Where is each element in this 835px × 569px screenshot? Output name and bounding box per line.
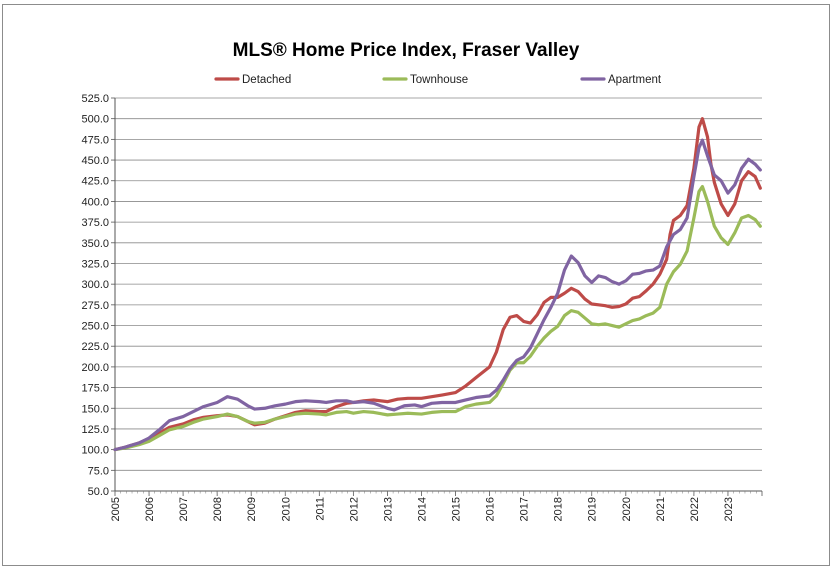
x-tick-label: 2016	[485, 497, 497, 521]
x-axis-tick-labels: 2005 2006 2007 2008 2009 2010 2011 2012 2013 2014…	[110, 497, 735, 521]
x-tick-label: 2019	[587, 497, 599, 521]
x-tick-label: 2021	[655, 497, 667, 521]
y-tick-label: 200.0	[81, 362, 109, 374]
y-tick-label: 50.0	[88, 486, 109, 498]
axes	[114, 98, 763, 496]
x-tick-label: 2010	[280, 497, 292, 521]
x-tick-label: 2014	[416, 497, 428, 521]
y-tick-label: 325.0	[81, 258, 109, 270]
y-tick-label: 400.0	[81, 196, 109, 208]
x-tick-label: 2005	[110, 497, 122, 521]
chart-title: MLS® Home Price Index, Fraser Valley	[233, 40, 580, 61]
x-tick-label: 2023	[723, 497, 735, 521]
x-tick-label: 2009	[246, 497, 258, 521]
x-tick-label: 2015	[451, 497, 463, 521]
x-tick-label: 2011	[314, 497, 326, 521]
y-tick-label: 175.0	[81, 383, 109, 395]
x-tick-label: 2007	[178, 497, 190, 521]
legend-label-townhouse: Townhouse	[410, 74, 468, 86]
series-line-detached	[113, 117, 762, 452]
x-tick-label: 2020	[621, 497, 633, 521]
legend-label-detached: Detached	[242, 74, 291, 86]
y-tick-label: 100.0	[81, 445, 109, 457]
legend-label-apartment: Apartment	[608, 74, 662, 86]
y-tick-label: 450.0	[81, 155, 109, 167]
series-lines	[113, 117, 762, 452]
x-tick-label: 2006	[144, 497, 156, 521]
y-tick-label: 500.0	[81, 114, 109, 126]
y-tick-label: 350.0	[81, 238, 109, 250]
legend: Detached Townhouse Apartment	[214, 74, 662, 86]
y-tick-label: 425.0	[81, 176, 109, 188]
x-tick-label: 2012	[348, 497, 360, 521]
y-tick-label: 75.0	[88, 465, 109, 477]
y-tick-label: 125.0	[81, 424, 109, 436]
x-tick-label: 2008	[212, 497, 224, 521]
y-tick-label: 375.0	[81, 217, 109, 229]
y-tick-label: 250.0	[81, 321, 109, 333]
x-tick-label: 2018	[553, 497, 565, 521]
series-line-apartment	[113, 138, 762, 452]
gridlines	[111, 97, 762, 492]
y-tick-label: 525.0	[81, 93, 109, 105]
y-tick-label: 475.0	[81, 134, 109, 146]
series-line-townhouse	[113, 184, 762, 452]
y-tick-label: 225.0	[81, 341, 109, 353]
y-axis-tick-labels: 50.0 75.0 100.0 125.0 150.0 175.0 200.0 225.0 25…	[81, 93, 109, 498]
y-tick-label: 275.0	[81, 300, 109, 312]
x-tick-label: 2013	[382, 497, 394, 521]
y-tick-label: 150.0	[81, 403, 109, 415]
x-tick-label: 2017	[519, 497, 531, 521]
x-tick-label: 2022	[689, 497, 701, 521]
y-tick-label: 300.0	[81, 279, 109, 291]
